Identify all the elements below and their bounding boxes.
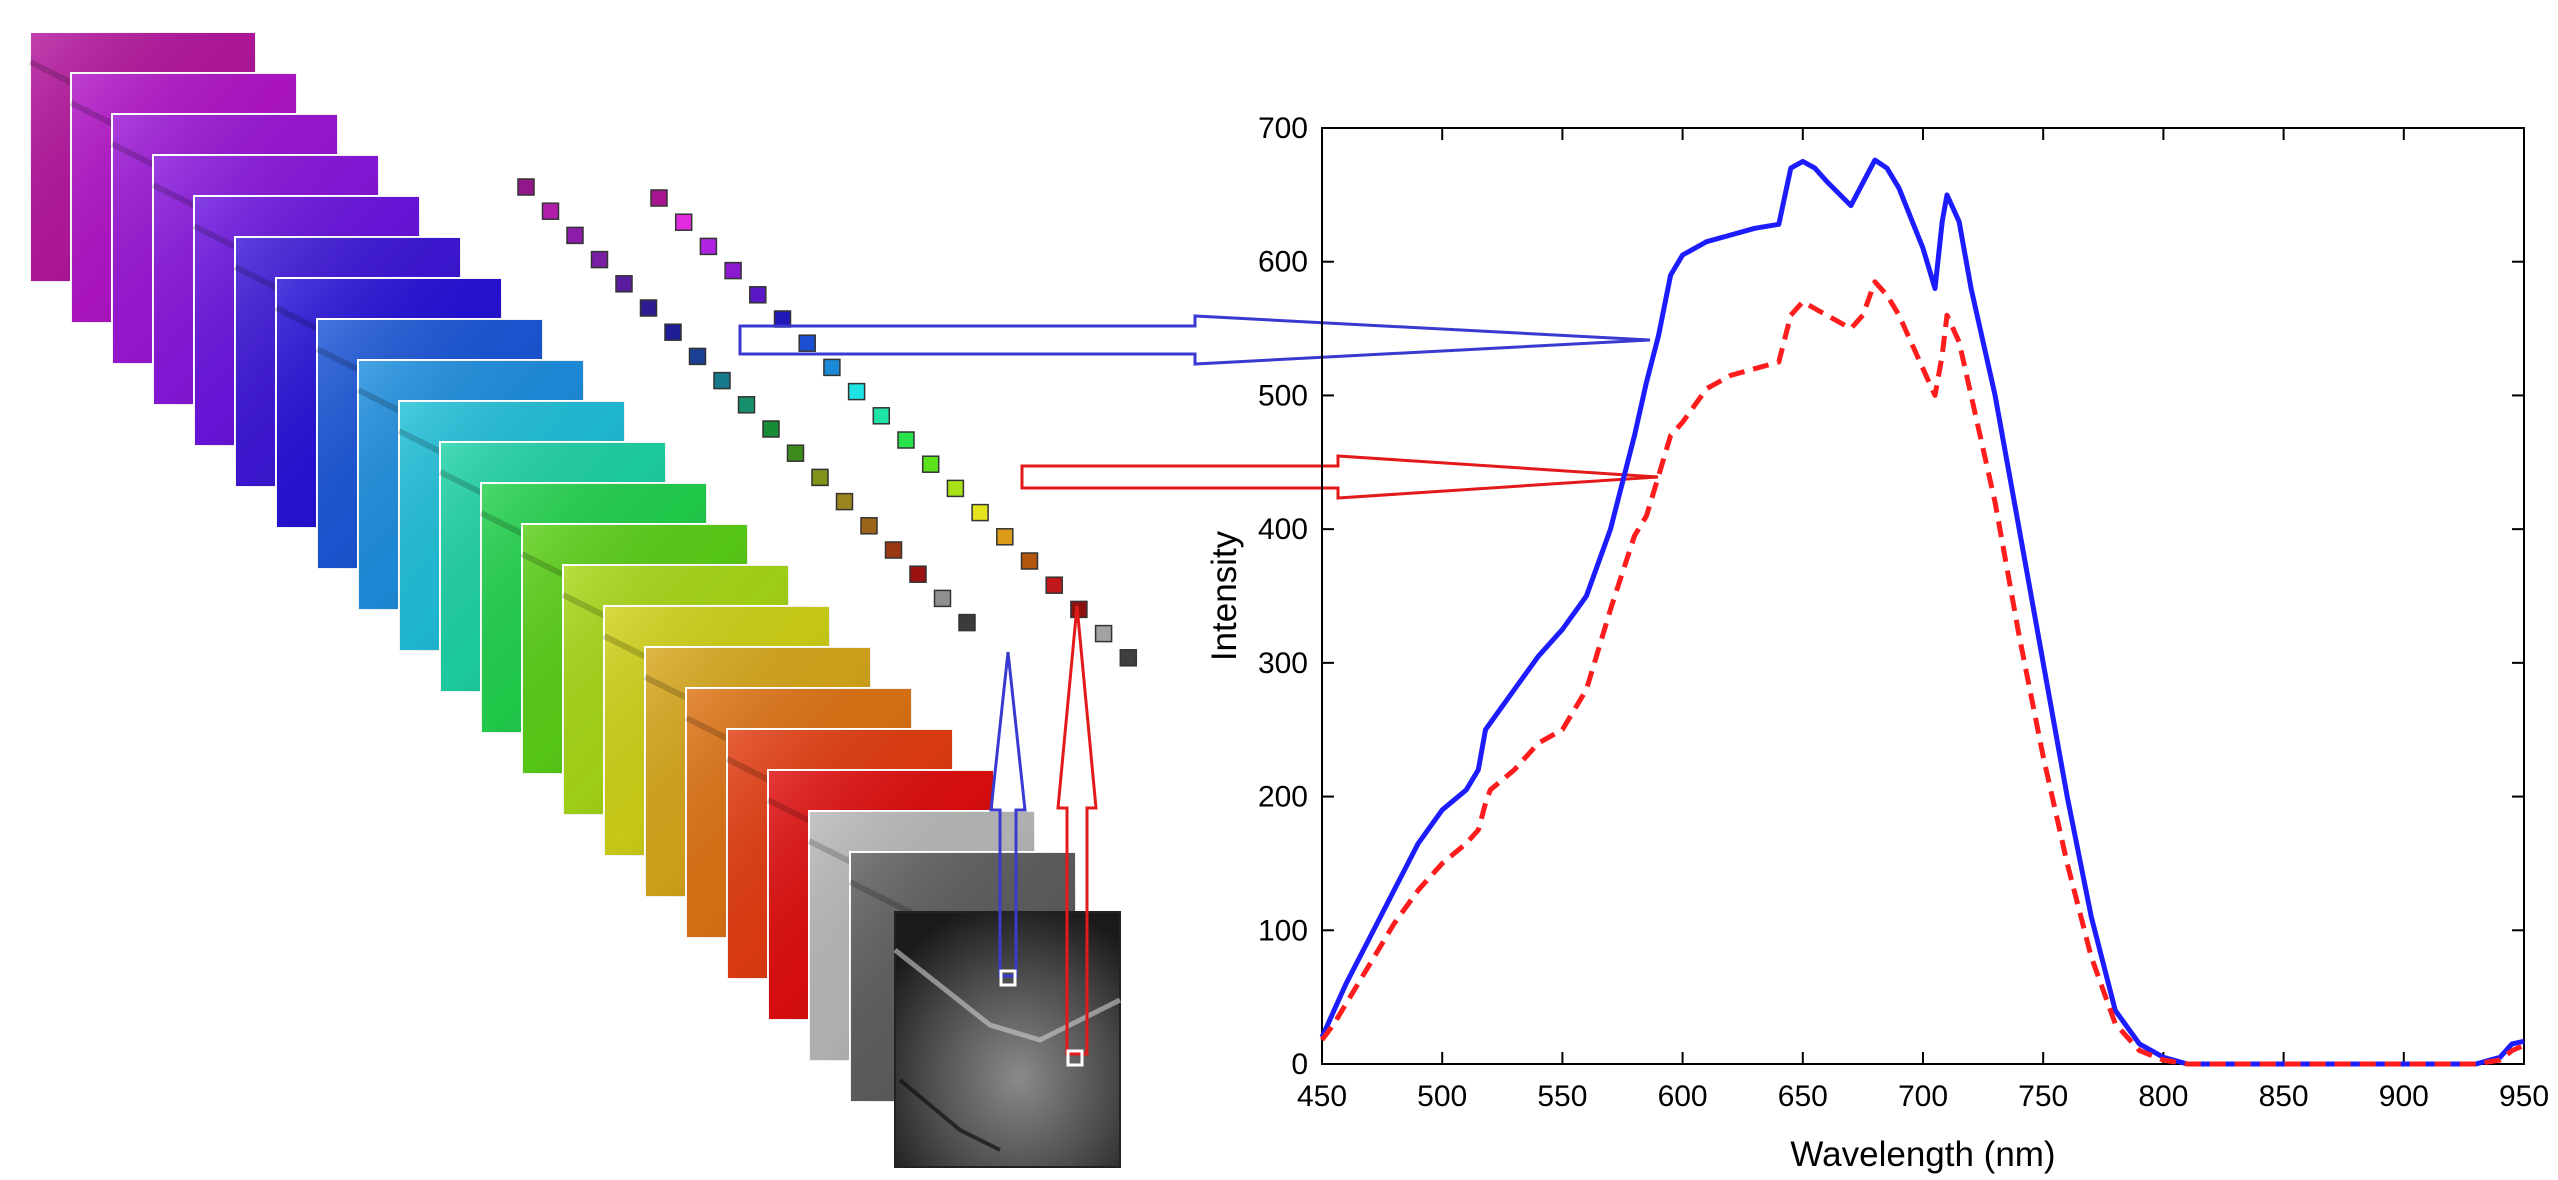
red-pixel-marker <box>1066 1049 1084 1067</box>
pixel-swatch <box>1094 624 1113 643</box>
blue-vertical-arrow <box>989 651 1027 978</box>
pixel-swatch <box>786 444 805 462</box>
x-axis-ticks: 450 500 550 600 650 700 750 800 850 900 950 <box>1297 128 2549 1113</box>
pixel-swatch <box>860 517 878 535</box>
pixel-swatch <box>737 396 756 414</box>
series-line-dashed <box>1320 279 2526 1067</box>
series-line-solid <box>1319 157 2525 1067</box>
pixel-swatch <box>1119 649 1138 667</box>
pixel-swatch <box>946 479 965 498</box>
pixel-swatch <box>713 371 731 390</box>
pixel-swatch <box>897 431 915 449</box>
pixel-swatch <box>1045 576 1063 594</box>
y-tick-label: 200 <box>1258 781 1308 814</box>
pixel-swatch <box>749 286 767 304</box>
pixel-swatch <box>933 589 952 608</box>
pixel-swatch <box>615 275 633 293</box>
pixel-swatch <box>996 528 1014 546</box>
pixel-swatch <box>835 492 854 511</box>
red-horizontal-arrow <box>1020 454 1659 500</box>
pixel-swatch <box>762 420 780 438</box>
pixel-swatch <box>664 323 682 341</box>
pixel-swatch <box>699 237 718 256</box>
y-tick-label: 400 <box>1258 513 1308 546</box>
x-axis-label: Wavelength (nm) <box>1790 1135 2055 1174</box>
pixel-swatch <box>884 541 903 559</box>
pixel-swatch <box>590 250 609 269</box>
pixel-swatch <box>566 226 584 245</box>
pixel-swatch <box>909 565 927 583</box>
pixel-swatch <box>650 189 668 207</box>
x-tick-label: 850 <box>2259 1080 2309 1113</box>
mapping-arrows <box>738 314 1659 1067</box>
x-tick-label: 650 <box>1778 1080 1828 1113</box>
pixel-swatch <box>958 613 976 632</box>
y-tick-label: 600 <box>1258 246 1308 279</box>
pixel-swatch-series <box>517 178 1138 667</box>
pixel-swatch <box>811 468 829 487</box>
pixel-swatch <box>798 334 816 352</box>
pixel-swatch <box>847 382 866 401</box>
pixel-swatch <box>921 455 940 473</box>
y-tick-label: 500 <box>1258 379 1308 412</box>
blue-pixel-marker <box>999 969 1017 987</box>
spectrum-chart: 450 500 550 600 650 700 750 800 850 900 950 0 100 20… <box>1205 112 2549 1174</box>
x-tick-label: 950 <box>2499 1080 2549 1113</box>
y-tick-label: 0 <box>1291 1048 1308 1081</box>
y-tick-label: 700 <box>1258 112 1308 145</box>
x-tick-label: 700 <box>1898 1080 1948 1113</box>
x-tick-label: 450 <box>1297 1080 1347 1113</box>
red-vertical-arrow <box>1056 605 1098 1056</box>
pixel-swatch <box>823 358 841 377</box>
pixel-swatch <box>724 261 742 280</box>
x-tick-label: 800 <box>2138 1080 2188 1113</box>
pixel-swatch <box>688 347 707 366</box>
y-tick-label: 300 <box>1258 647 1308 680</box>
y-axis-label: Intensity <box>1205 530 1244 661</box>
pixel-swatch <box>541 202 560 220</box>
spectral-image-stack <box>28 31 1079 1103</box>
pixel-swatch <box>674 213 693 231</box>
grayscale-composite-image <box>893 911 1122 1168</box>
plot-frame <box>1321 127 2525 1065</box>
x-tick-label: 550 <box>1537 1080 1587 1113</box>
spectrum-series <box>1319 157 2526 1067</box>
y-tick-label: 100 <box>1258 914 1308 947</box>
pixel-swatch <box>639 299 658 317</box>
x-tick-label: 750 <box>2018 1080 2068 1113</box>
x-tick-label: 900 <box>2379 1080 2429 1113</box>
pixel-swatch <box>517 178 535 196</box>
y-axis-ticks: 0 100 200 300 400 500 600 700 <box>1258 112 2524 1081</box>
x-tick-label: 600 <box>1658 1080 1708 1113</box>
pixel-swatch <box>872 407 891 425</box>
pixel-swatch <box>971 503 989 522</box>
x-tick-label: 500 <box>1417 1080 1467 1113</box>
pixel-swatch <box>1020 552 1039 570</box>
blue-horizontal-arrow <box>738 314 1651 366</box>
